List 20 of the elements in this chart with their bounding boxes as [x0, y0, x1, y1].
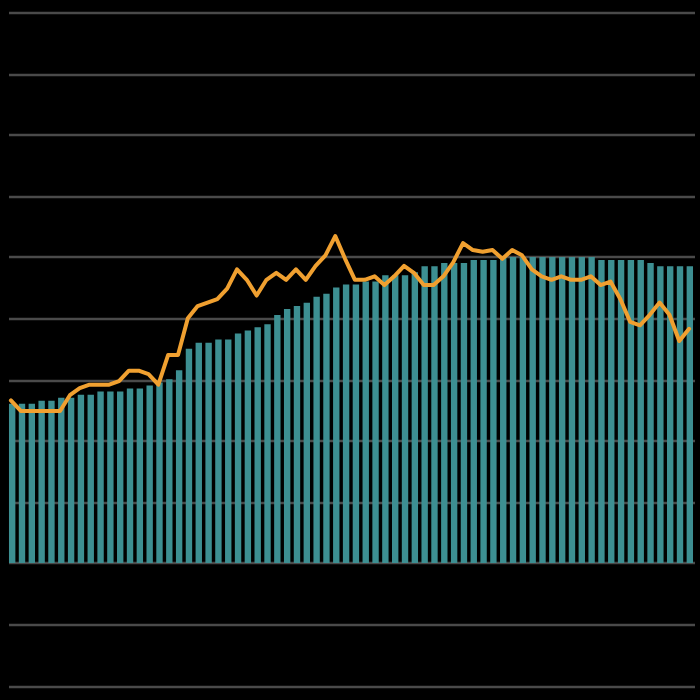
bar	[676, 266, 684, 563]
bar	[686, 266, 694, 563]
bar	[244, 330, 252, 563]
bar	[77, 394, 85, 563]
bar	[185, 348, 193, 563]
bar	[617, 260, 625, 563]
bar	[342, 284, 350, 563]
bar	[352, 284, 360, 563]
bar	[460, 263, 468, 563]
bar	[568, 256, 576, 563]
bar	[234, 333, 242, 563]
bar	[627, 260, 635, 563]
bar	[67, 397, 75, 563]
bar	[401, 275, 409, 563]
bar	[8, 403, 16, 563]
bar	[126, 388, 134, 563]
bar	[509, 256, 517, 563]
bar	[18, 403, 26, 563]
bar	[450, 263, 458, 563]
bar	[293, 305, 301, 563]
